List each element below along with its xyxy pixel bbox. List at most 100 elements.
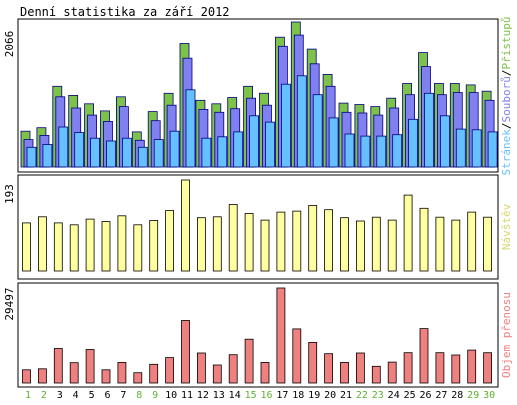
bar-visits-day-16 xyxy=(260,219,270,272)
bar-visits-day-11 xyxy=(181,179,190,272)
bar-traffic-day-24 xyxy=(387,361,397,384)
bar-stránek-day-18 xyxy=(296,75,307,168)
traffic-panel-frame xyxy=(17,282,499,388)
bar-stránek-day-25 xyxy=(408,118,419,168)
visits-bars xyxy=(22,179,493,272)
bar-visits-day-19 xyxy=(308,205,318,272)
bar-visits-day-5 xyxy=(85,218,95,272)
bar-stránek-day-11 xyxy=(185,89,196,168)
bar-traffic-day-22 xyxy=(355,352,365,384)
bar-stránek-day-3 xyxy=(58,126,69,168)
bar-visits-day-15 xyxy=(244,213,254,272)
hits-bars xyxy=(20,21,498,168)
bar-visits-day-12 xyxy=(196,217,206,272)
visits-axis-max-label: 193 xyxy=(3,184,16,204)
traffic-axis-max-label: 29497 xyxy=(3,287,16,320)
day-label-18: 18 xyxy=(292,390,304,401)
legend-separator-2: / xyxy=(500,70,513,77)
bar-traffic-day-9 xyxy=(149,363,159,384)
bar-traffic-day-14 xyxy=(228,354,238,384)
bar-stránek-day-26 xyxy=(424,92,434,168)
day-label-19: 19 xyxy=(308,390,320,401)
hits-legend: Stránek/Souborů/Přístupů xyxy=(500,17,513,176)
bar-visits-day-8 xyxy=(133,224,143,272)
day-label-22: 22 xyxy=(356,390,368,401)
bar-visits-day-25 xyxy=(403,194,413,272)
day-label-3: 3 xyxy=(57,390,63,401)
day-label-14: 14 xyxy=(229,390,241,401)
bar-traffic-day-3 xyxy=(53,348,63,384)
bar-visits-day-24 xyxy=(387,219,397,272)
visits-panel-frame xyxy=(17,174,499,280)
bar-visits-day-29 xyxy=(467,211,477,272)
legend-stranek: Stránek xyxy=(500,129,513,176)
bar-traffic-day-4 xyxy=(69,362,79,384)
bar-stránek-day-12 xyxy=(201,137,212,168)
bar-stránek-day-29 xyxy=(471,129,482,168)
bar-traffic-day-29 xyxy=(467,349,477,384)
hits-panel-frame xyxy=(17,18,499,173)
day-label-5: 5 xyxy=(89,390,95,401)
bar-visits-day-3 xyxy=(53,222,63,272)
bar-visits-day-2 xyxy=(38,216,47,272)
bar-traffic-day-8 xyxy=(133,372,143,384)
bar-traffic-day-23 xyxy=(371,365,381,384)
bar-visits-day-13 xyxy=(212,216,222,272)
bar-visits-day-27 xyxy=(435,216,445,272)
bar-traffic-day-26 xyxy=(419,328,429,384)
bar-traffic-day-11 xyxy=(181,320,190,384)
bar-traffic-day-30 xyxy=(483,352,493,384)
day-label-1: 1 xyxy=(25,390,31,401)
bar-stránek-day-30 xyxy=(487,131,498,168)
visits-legend: Návštěv xyxy=(500,203,513,250)
day-label-12: 12 xyxy=(197,390,209,401)
day-label-6: 6 xyxy=(104,390,110,401)
bar-stránek-day-6 xyxy=(106,140,116,168)
bar-traffic-day-17 xyxy=(276,287,286,384)
bar-stránek-day-28 xyxy=(455,128,466,168)
bar-visits-day-22 xyxy=(355,220,365,272)
bar-visits-day-20 xyxy=(324,209,334,272)
bar-traffic-day-19 xyxy=(308,341,318,384)
day-label-8: 8 xyxy=(136,390,142,401)
day-label-25: 25 xyxy=(404,390,416,401)
day-label-28: 28 xyxy=(451,390,463,401)
bar-visits-day-7 xyxy=(117,215,127,272)
day-label-30: 30 xyxy=(483,390,495,401)
bar-visits-day-14 xyxy=(228,204,238,272)
bar-stránek-day-8 xyxy=(137,146,148,168)
day-label-2: 2 xyxy=(41,390,47,401)
traffic-bars xyxy=(22,287,493,384)
bar-visits-day-1 xyxy=(22,222,31,272)
day-label-21: 21 xyxy=(340,390,352,401)
bar-stránek-day-21 xyxy=(344,133,355,168)
bar-stránek-day-19 xyxy=(312,94,323,168)
legend-pristupu: Přístupů xyxy=(500,17,513,70)
bar-stránek-day-15 xyxy=(249,115,260,168)
bar-visits-day-26 xyxy=(419,207,429,272)
bar-visits-day-6 xyxy=(101,221,111,272)
bar-traffic-day-12 xyxy=(196,352,206,384)
bar-traffic-day-25 xyxy=(403,352,413,384)
bar-stránek-day-20 xyxy=(328,117,339,168)
day-label-27: 27 xyxy=(435,390,447,401)
bar-traffic-day-28 xyxy=(451,354,461,384)
bar-traffic-day-13 xyxy=(212,364,222,384)
bar-traffic-day-2 xyxy=(38,368,47,384)
legend-separator-1: / xyxy=(500,122,513,129)
day-label-7: 7 xyxy=(120,390,126,401)
bar-stránek-day-9 xyxy=(153,139,164,168)
bar-stránek-day-7 xyxy=(122,137,132,168)
bar-traffic-day-20 xyxy=(324,353,334,384)
bar-stránek-day-14 xyxy=(233,131,244,168)
day-label-9: 9 xyxy=(152,390,158,401)
bar-stránek-day-22 xyxy=(360,135,371,168)
bar-stránek-day-27 xyxy=(439,115,450,168)
bar-traffic-day-5 xyxy=(85,349,95,384)
day-label-26: 26 xyxy=(419,390,431,401)
bar-traffic-day-21 xyxy=(340,361,349,384)
bar-traffic-day-10 xyxy=(165,357,175,384)
bar-visits-day-28 xyxy=(451,219,461,272)
